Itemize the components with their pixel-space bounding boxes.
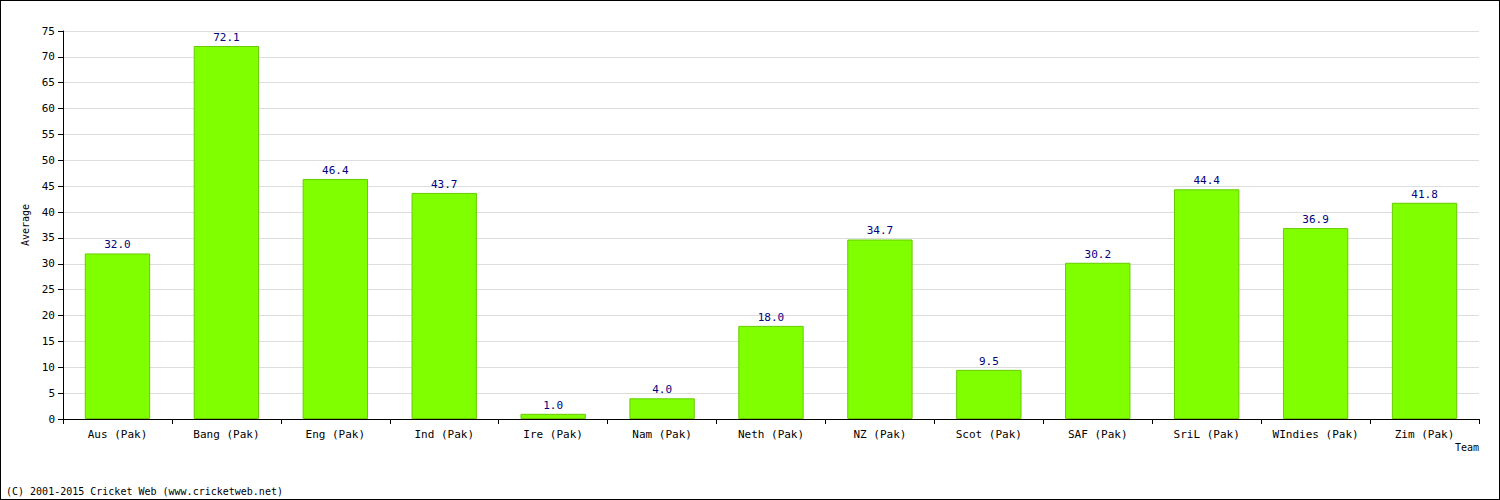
svg-text:SriL (Pak): SriL (Pak) xyxy=(1174,428,1240,441)
svg-text:44.4: 44.4 xyxy=(1193,174,1220,187)
svg-text:46.4: 46.4 xyxy=(322,164,349,177)
svg-text:5: 5 xyxy=(48,387,55,400)
svg-text:34.7: 34.7 xyxy=(867,224,894,237)
svg-text:NZ (Pak): NZ (Pak) xyxy=(853,428,906,441)
svg-text:WIndies (Pak): WIndies (Pak) xyxy=(1273,428,1359,441)
svg-text:41.8: 41.8 xyxy=(1411,188,1438,201)
svg-text:Eng (Pak): Eng (Pak) xyxy=(306,428,366,441)
svg-text:Ind (Pak): Ind (Pak) xyxy=(414,428,474,441)
svg-text:Team: Team xyxy=(1455,442,1479,453)
svg-text:Ire (Pak): Ire (Pak) xyxy=(523,428,583,441)
svg-text:40: 40 xyxy=(42,206,55,219)
svg-text:Scot (Pak): Scot (Pak) xyxy=(956,428,1022,441)
svg-text:Average: Average xyxy=(20,204,31,246)
svg-text:25: 25 xyxy=(42,283,55,296)
svg-text:35: 35 xyxy=(42,231,55,244)
svg-text:Aus (Pak): Aus (Pak) xyxy=(88,428,148,441)
svg-text:SAF (Pak): SAF (Pak) xyxy=(1068,428,1128,441)
svg-text:75: 75 xyxy=(42,25,55,38)
svg-text:55: 55 xyxy=(42,128,55,141)
svg-text:60: 60 xyxy=(42,102,55,115)
svg-text:50: 50 xyxy=(42,154,55,167)
svg-text:45: 45 xyxy=(42,180,55,193)
svg-text:43.7: 43.7 xyxy=(431,178,458,191)
svg-text:30.2: 30.2 xyxy=(1085,248,1112,261)
svg-text:4.0: 4.0 xyxy=(652,383,672,396)
svg-text:1.0: 1.0 xyxy=(543,399,563,412)
svg-text:Bang (Pak): Bang (Pak) xyxy=(193,428,259,441)
svg-text:65: 65 xyxy=(42,76,55,89)
svg-text:10: 10 xyxy=(42,361,55,374)
svg-text:36.9: 36.9 xyxy=(1302,213,1329,226)
svg-text:15: 15 xyxy=(42,335,55,348)
svg-text:70: 70 xyxy=(42,50,55,63)
svg-text:18.0: 18.0 xyxy=(758,311,785,324)
svg-text:0: 0 xyxy=(48,413,55,426)
svg-text:Nam (Pak): Nam (Pak) xyxy=(632,428,692,441)
svg-text:32.0: 32.0 xyxy=(104,238,131,251)
svg-text:9.5: 9.5 xyxy=(979,355,999,368)
svg-text:Neth (Pak): Neth (Pak) xyxy=(738,428,804,441)
svg-text:20: 20 xyxy=(42,309,55,322)
svg-text:(C) 2001-2015 Cricket Web (www: (C) 2001-2015 Cricket Web (www.cricketwe… xyxy=(6,486,283,497)
svg-text:72.1: 72.1 xyxy=(213,31,240,44)
svg-text:30: 30 xyxy=(42,257,55,270)
svg-text:Zim (Pak): Zim (Pak) xyxy=(1395,428,1455,441)
